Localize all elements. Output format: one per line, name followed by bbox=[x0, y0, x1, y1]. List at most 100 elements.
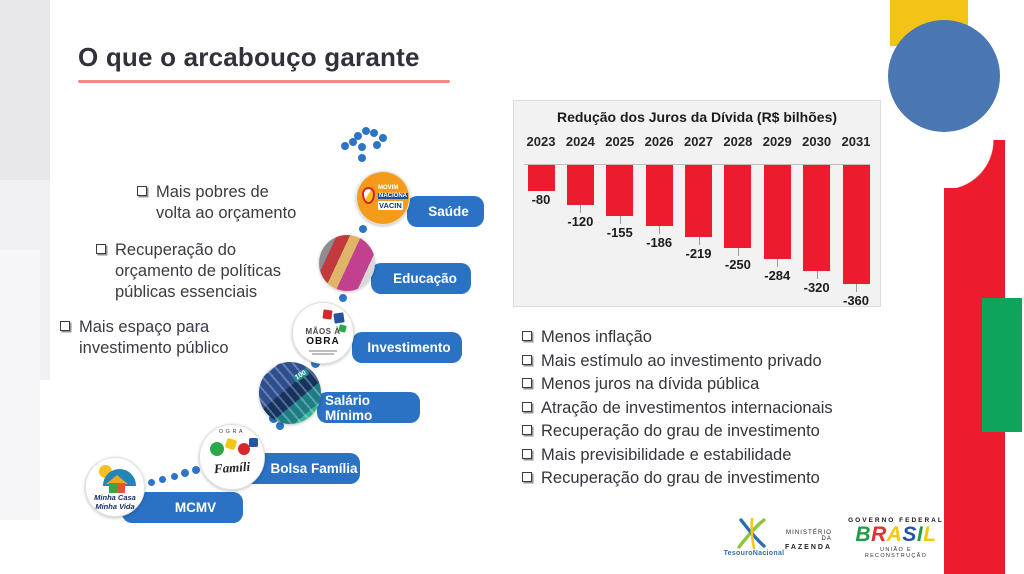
left-bullet-3: Mais espaço para investimento público bbox=[60, 317, 255, 359]
chart-label-leader-line bbox=[580, 205, 582, 213]
decor-red-bar-curved-top bbox=[944, 140, 1005, 190]
square-bullet-icon bbox=[137, 186, 147, 196]
benefit-bullet-item: Recuperação do grau de investimento bbox=[522, 468, 833, 489]
chart-label-leader-line bbox=[816, 271, 818, 279]
tesouro-nacional-label: TesouroNacional bbox=[723, 550, 785, 557]
benefit-bullet-text: Recuperação do grau de investimento bbox=[541, 469, 820, 488]
chart-value-label: -80 bbox=[531, 192, 551, 207]
square-bullet-icon bbox=[522, 472, 532, 483]
dotted-trail-dot bbox=[276, 422, 284, 430]
benefit-bullet-item: Mais estímulo ao investimento privado bbox=[522, 351, 833, 372]
dotted-trail-dot bbox=[192, 466, 200, 474]
house-roof-shape bbox=[106, 475, 128, 484]
left-gray-ribbon bbox=[0, 0, 50, 180]
house-base-shape bbox=[109, 483, 125, 493]
debt-interest-reduction-chart: Redução dos Juros da Dívida (R$ bilhões)… bbox=[513, 100, 881, 308]
familia-script-text: Famíli bbox=[213, 458, 251, 477]
benefits-bullet-list: Menos inflação Mais estímulo ao investime… bbox=[522, 327, 833, 489]
decor-green-rectangle bbox=[982, 298, 1022, 432]
dotted-trail-dot bbox=[147, 478, 155, 486]
vaccination-shield-icon bbox=[362, 187, 375, 204]
square-bullet-icon bbox=[522, 354, 532, 365]
brasil-letter: S bbox=[902, 523, 917, 546]
chart-label-leader-line bbox=[856, 284, 857, 292]
chart-year-label: 2025 bbox=[605, 134, 635, 149]
step-label-text: Salário Mínimo bbox=[325, 392, 373, 423]
benefit-bullet-item: Mais previsibilidade e estabilidade bbox=[522, 445, 833, 466]
step-label-pill: Investimento bbox=[352, 332, 462, 363]
square-bullet-icon bbox=[522, 425, 532, 436]
benefit-bullet-item: Recuperação do grau de investimento bbox=[522, 421, 833, 442]
dotted-trail-dot bbox=[359, 225, 367, 233]
chart-bar bbox=[842, 165, 870, 284]
square-bullet-icon bbox=[522, 331, 532, 341]
chart-bar bbox=[763, 165, 791, 259]
brasil-letter: R bbox=[871, 523, 887, 546]
classroom-photo bbox=[319, 235, 375, 291]
chart-value-label: -250 bbox=[724, 257, 751, 272]
chart-bar bbox=[566, 165, 594, 205]
dotted-trail-dot bbox=[354, 132, 362, 140]
benefit-bullet-item: Menos inflação bbox=[522, 327, 833, 348]
left-bullet-text: Mais espaço para investimento público bbox=[79, 318, 229, 357]
yellow-square-shape bbox=[224, 437, 238, 451]
chart-bar bbox=[803, 165, 831, 271]
logo-caption-line bbox=[309, 350, 337, 352]
dotted-trail-dot bbox=[373, 141, 381, 149]
chart-year-label: 2029 bbox=[762, 134, 792, 149]
chart-year-label: 2030 bbox=[802, 134, 832, 149]
step-label-pill: Salário Mínimo bbox=[317, 392, 420, 423]
dotted-trail-dot bbox=[362, 127, 370, 135]
obra-text: OBRA bbox=[306, 336, 340, 347]
step-label-pill: Saúde bbox=[407, 196, 484, 227]
step-label-pill: Educação bbox=[371, 263, 471, 294]
chart-label-leader-line bbox=[777, 259, 779, 267]
maos-a-obra-logo: MÃOS À OBRA bbox=[292, 302, 354, 364]
dotted-trail-dot bbox=[379, 134, 387, 142]
ministerio-da-fazenda-label: MINISTÉRIO DA FAZENDA bbox=[778, 530, 832, 551]
programa-arc-text: OGRA bbox=[218, 429, 246, 435]
red-block-shape bbox=[322, 309, 333, 320]
brasil-letter: B bbox=[855, 523, 872, 546]
dotted-trail-dot bbox=[158, 475, 166, 483]
mcmv-logo-text: Minha Casa Minha Vida bbox=[94, 493, 136, 511]
chart-value-label: -186 bbox=[646, 235, 673, 250]
dotted-trail-dot bbox=[341, 142, 349, 150]
left-bullet-2: Recuperação do orçamento de políticas pú… bbox=[96, 240, 296, 303]
vacina-text: VACIN bbox=[378, 201, 403, 210]
green-circle-shape bbox=[210, 442, 224, 456]
chart-year-label: 2027 bbox=[684, 134, 713, 149]
benefit-bullet-item: Menos juros na dívida pública bbox=[522, 374, 833, 395]
chart-value-label: -284 bbox=[764, 268, 791, 283]
benefit-bullet-text: Mais estímulo ao investimento privado bbox=[541, 351, 822, 370]
dotted-trail-dot bbox=[349, 138, 357, 146]
dotted-trail-dot bbox=[170, 472, 178, 480]
left-gray-ribbon bbox=[0, 250, 40, 520]
red-circle-shape bbox=[238, 443, 250, 455]
square-bullet-icon bbox=[522, 448, 532, 459]
chart-label-leader-line bbox=[698, 237, 700, 245]
chart-value-label: -120 bbox=[567, 214, 594, 229]
benefit-bullet-item: Atração de investimentos internacionais bbox=[522, 398, 833, 419]
dotted-trail-dot bbox=[358, 143, 366, 151]
square-bullet-icon bbox=[60, 321, 70, 331]
chart-year-label: 2024 bbox=[565, 134, 595, 149]
ministerio-line1: MINISTÉRIO DA bbox=[785, 530, 832, 542]
left-bullet-1: Mais pobres de volta ao orçamento bbox=[137, 182, 312, 224]
chart-year-label: 2031 bbox=[841, 134, 871, 149]
tesouro-nacional-logo-icon bbox=[737, 517, 766, 550]
chart-bar bbox=[685, 165, 712, 237]
dotted-trail-dot bbox=[370, 129, 378, 137]
slide-title: O que o arcabouço garante bbox=[78, 42, 420, 72]
blue-block-shape bbox=[333, 312, 345, 324]
blue-square-shape bbox=[249, 438, 258, 447]
nacional-text: NACIONA bbox=[378, 193, 408, 199]
movimento-nacional-vacinacao-logo: MOVIM NACIONA VACIN bbox=[356, 171, 410, 225]
chart-bar bbox=[606, 165, 634, 216]
chart-axis-line bbox=[524, 164, 870, 165]
title-underline bbox=[78, 80, 450, 83]
benefit-bullet-text: Atração de investimentos internacionais bbox=[541, 398, 833, 417]
bolsa-familia-logo: OGRA Famíli bbox=[199, 424, 265, 490]
brasil-letter: A bbox=[886, 523, 903, 546]
